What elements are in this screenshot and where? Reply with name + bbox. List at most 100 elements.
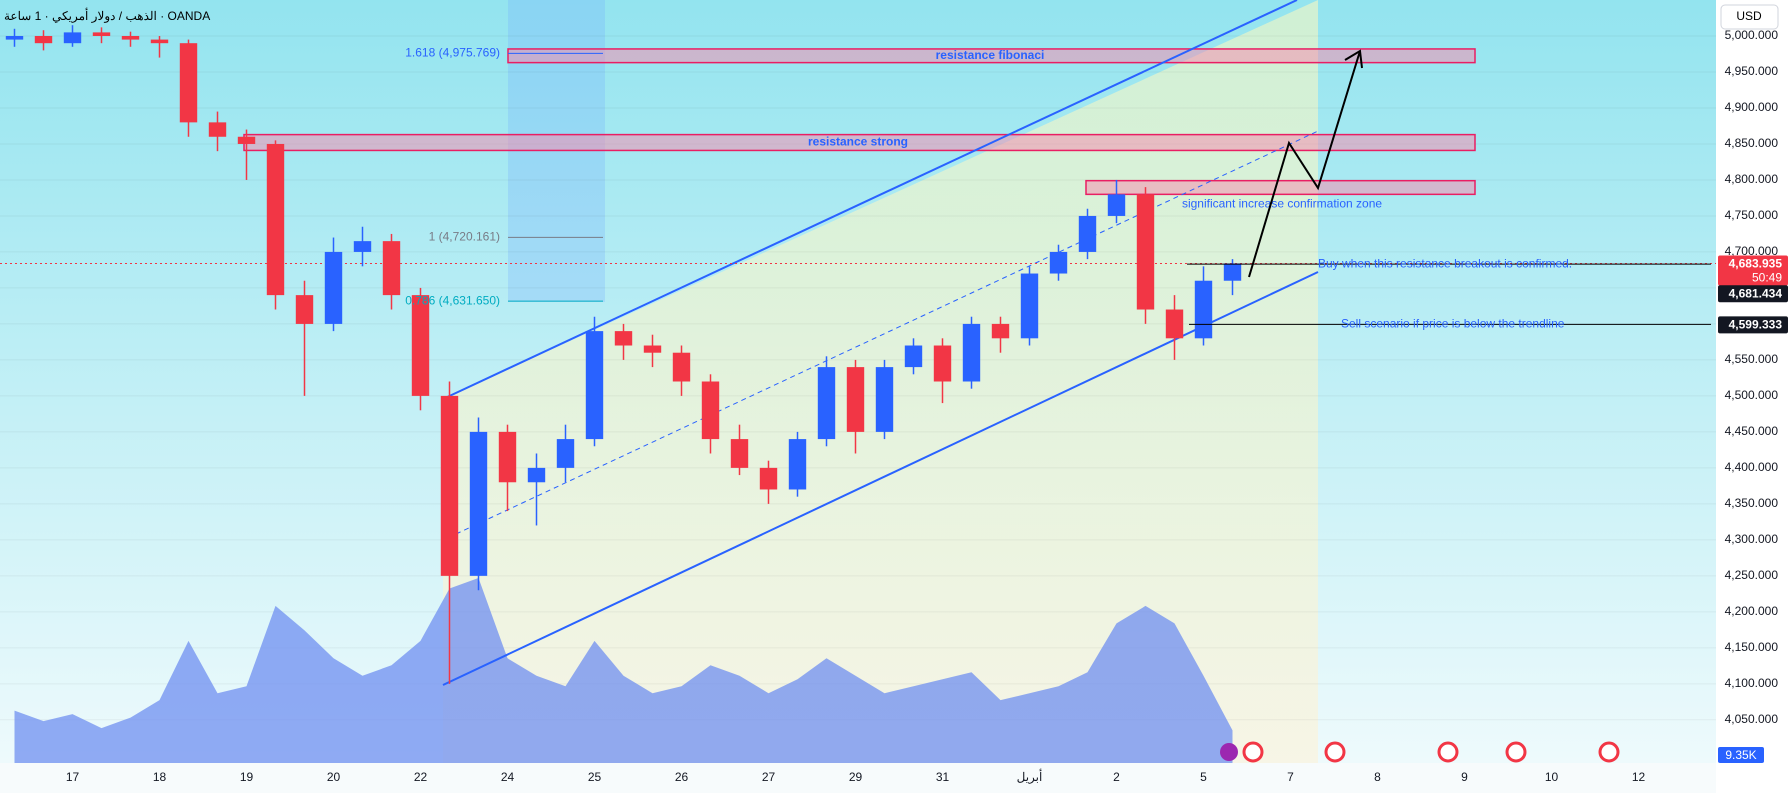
y-tick-label: 4,700.000 — [1725, 244, 1779, 258]
y-tick-label: 4,800.000 — [1725, 172, 1779, 186]
candle-body — [643, 345, 662, 353]
candle-body — [759, 467, 778, 490]
y-tick-label: 4,500.000 — [1725, 388, 1779, 402]
resistance-zone — [1085, 179, 1476, 196]
candle-body — [1020, 273, 1039, 339]
y-tick-label: 4,450.000 — [1725, 424, 1779, 438]
candle-body — [5, 35, 24, 40]
candle-body — [208, 122, 227, 137]
x-tick-label: 8 — [1374, 770, 1381, 784]
candle-body — [527, 467, 546, 483]
x-tick-label: 10 — [1545, 770, 1559, 784]
x-tick-label: 18 — [153, 770, 167, 784]
volume-label: 9.35K — [1725, 748, 1756, 762]
price-tag-label: 4,599.333 — [1729, 318, 1783, 332]
zone-label: significant increase confirmation zone — [1182, 197, 1382, 211]
currency-label[interactable]: USD — [1736, 9, 1762, 23]
candle-body — [324, 251, 343, 324]
event-icon[interactable] — [1598, 741, 1620, 763]
candle-body — [1165, 309, 1184, 339]
candle-body — [1078, 215, 1097, 252]
chart-title: الذهب / دولار أمريكي · 1 ساعة · OANDA — [4, 8, 210, 23]
fib-label: 0.786 (4,631.650) — [405, 293, 500, 307]
y-tick-label: 4,300.000 — [1725, 532, 1779, 546]
candle-body — [237, 136, 256, 144]
x-tick-label: 27 — [762, 770, 776, 784]
channel-lower — [442, 271, 1319, 686]
x-tick-label: 9 — [1461, 770, 1468, 784]
candle-body — [730, 439, 749, 468]
y-tick-label: 4,850.000 — [1725, 136, 1779, 150]
candle-body — [440, 395, 459, 576]
event-icon[interactable] — [1242, 741, 1264, 763]
candle-body — [904, 345, 923, 368]
candle-body — [150, 39, 169, 44]
candle-body — [585, 331, 604, 440]
countdown: 50:49 — [1752, 271, 1782, 285]
y-tick-label: 4,900.000 — [1725, 100, 1779, 114]
candle-body — [1194, 280, 1213, 339]
currency-button[interactable] — [1720, 4, 1779, 30]
event-icon[interactable] — [1505, 741, 1527, 763]
candle-body — [846, 367, 865, 432]
y-tick-label: 4,050.000 — [1725, 712, 1779, 726]
channel-upper — [442, 0, 1298, 400]
event-icon[interactable] — [1220, 743, 1238, 761]
x-tick-label: 24 — [501, 770, 515, 784]
x-tick-label: 20 — [327, 770, 341, 784]
x-tick-label: 22 — [414, 770, 428, 784]
candle-body — [411, 295, 430, 396]
candle-body — [1049, 251, 1068, 274]
candle-body — [179, 43, 198, 123]
candle-body — [1107, 194, 1126, 216]
overlay: الذهب / دولار أمريكي · 1 ساعة · OANDA US… — [4, 4, 1779, 763]
y-tick-label: 4,250.000 — [1725, 568, 1779, 582]
channel-mid — [455, 130, 1319, 535]
event-icons — [1220, 741, 1620, 763]
x-tick-label: 31 — [936, 770, 950, 784]
fib-label: 1 (4,720.161) — [429, 230, 500, 244]
event-icon[interactable] — [1324, 741, 1346, 763]
candle-body — [34, 35, 53, 44]
y-tick-label: 4,550.000 — [1725, 352, 1779, 366]
candle-body — [266, 143, 285, 296]
price-tag-label: 4,681.434 — [1729, 286, 1783, 300]
candle-body — [382, 241, 401, 296]
candle-body — [353, 241, 372, 252]
candle-body — [817, 367, 836, 440]
candle-body — [672, 352, 691, 382]
resistance-zone — [507, 48, 1476, 64]
price-tag — [1718, 255, 1788, 286]
y-tick-label: 4,350.000 — [1725, 496, 1779, 510]
candle-body — [92, 32, 111, 36]
zone-label: resistance fibonaci — [936, 48, 1045, 62]
candle-body — [121, 35, 140, 40]
candle-body — [556, 439, 575, 468]
x-axis-panel — [0, 763, 1716, 793]
event-icon[interactable] — [1437, 741, 1459, 763]
x-tick-label: 7 — [1287, 770, 1294, 784]
arrow-head — [1344, 49, 1363, 69]
candle-body — [1223, 263, 1242, 281]
candle-body — [991, 323, 1010, 339]
candle-body — [498, 431, 517, 483]
candle-body — [875, 367, 894, 432]
x-tick-label: 2 — [1113, 770, 1120, 784]
candle-body — [933, 345, 952, 382]
candle-body — [295, 295, 314, 324]
y-tick-label: 4,200.000 — [1725, 604, 1779, 618]
projection-arrow — [1248, 50, 1361, 278]
candle-body — [1136, 194, 1155, 310]
y-tick-label: 4,100.000 — [1725, 676, 1779, 690]
x-tick-label: 17 — [66, 770, 80, 784]
fib-label: 1.618 (4,975.769) — [405, 46, 500, 60]
candle-body — [614, 331, 633, 346]
x-tick-label: 19 — [240, 770, 254, 784]
candle-body — [962, 323, 981, 382]
candle-body — [63, 32, 82, 44]
x-tick-label: 12 — [1632, 770, 1646, 784]
zone-label: resistance strong — [808, 135, 908, 149]
x-tick-label: أبريل — [1017, 769, 1043, 784]
y-tick-label: 4,400.000 — [1725, 460, 1779, 474]
y-tick-label: 5,000.000 — [1725, 28, 1779, 42]
